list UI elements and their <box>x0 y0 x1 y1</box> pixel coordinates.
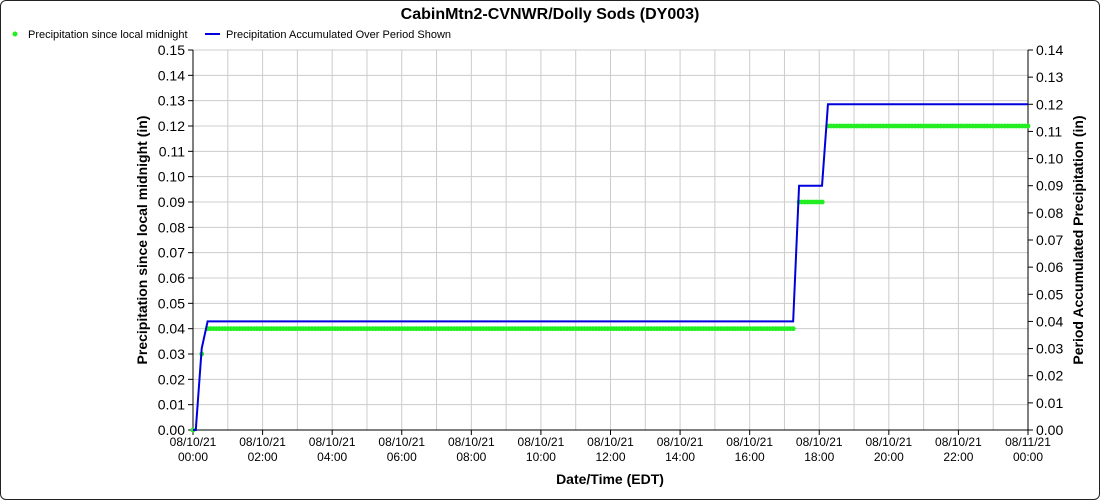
x-tick-time: 16:00 <box>735 450 765 464</box>
x-tick-date: 08/10/21 <box>726 435 773 449</box>
x-tick-date: 08/10/21 <box>796 435 843 449</box>
left-tick-label: 0.01 <box>158 397 185 413</box>
right-tick-label: 0.02 <box>1036 368 1063 384</box>
x-tick-date: 08/10/21 <box>518 435 565 449</box>
x-tick-time: 12:00 <box>595 450 625 464</box>
left-tick-label: 0.08 <box>158 219 185 235</box>
left-tick-label: 0.14 <box>158 67 185 83</box>
right-tick-label: 0.00 <box>1036 422 1063 438</box>
left-tick-label: 0.04 <box>158 321 185 337</box>
x-tick-time: 10:00 <box>526 450 556 464</box>
data-point <box>790 326 796 332</box>
x-tick-time: 00:00 <box>1013 450 1043 464</box>
right-tick-label: 0.06 <box>1036 259 1063 275</box>
x-tick-time: 08:00 <box>456 450 486 464</box>
right-tick-label: 0.05 <box>1036 286 1063 302</box>
right-tick-label: 0.14 <box>1036 42 1063 58</box>
left-tick-label: 0.13 <box>158 93 185 109</box>
right-y-axis-label: Period Accumulated Precipitation (in) <box>1070 115 1086 364</box>
right-tick-label: 0.03 <box>1036 341 1063 357</box>
x-tick-time: 06:00 <box>387 450 417 464</box>
left-tick-label: 0.11 <box>159 143 185 159</box>
left-y-axis-label: Precipitation since local midnight (in) <box>134 116 150 365</box>
right-tick-label: 0.13 <box>1036 69 1063 85</box>
x-tick-date: 08/10/21 <box>309 435 356 449</box>
data-point <box>819 199 825 205</box>
x-tick-date: 08/10/21 <box>865 435 912 449</box>
grid <box>192 49 1029 431</box>
left-y-axis-ticks: 0.00 0.01 0.02 0.03 0.04 0.05 0.06 0.07 0.08 0.09… <box>158 42 193 438</box>
right-tick-label: 0.12 <box>1036 96 1063 112</box>
left-tick-label: 0.10 <box>158 169 185 185</box>
left-tick-label: 0.02 <box>158 371 185 387</box>
left-tick-label: 0.05 <box>158 295 185 311</box>
x-tick-date: 08/10/21 <box>378 435 425 449</box>
left-tick-label: 0.15 <box>158 42 185 58</box>
right-tick-label: 0.11 <box>1036 123 1062 139</box>
right-y-axis-ticks: 0.00 0.01 0.02 0.03 0.04 0.05 0.06 0.07 0.08 0.09… <box>1028 42 1063 438</box>
right-tick-label: 0.07 <box>1036 232 1063 248</box>
x-axis-ticks: 08/10/2100:0008/10/2102:0008/10/2104:000… <box>170 430 1051 464</box>
data-point <box>1025 123 1031 129</box>
x-tick-time: 14:00 <box>665 450 695 464</box>
x-tick-time: 18:00 <box>804 450 834 464</box>
series-accumulated-precip <box>193 103 1028 431</box>
chart-title: CabinMtn2-CVNWR/Dolly Sods (DY003) <box>401 6 700 23</box>
left-tick-label: 0.07 <box>158 245 185 261</box>
x-tick-date: 08/10/21 <box>657 435 704 449</box>
right-tick-label: 0.01 <box>1036 395 1063 411</box>
legend: Precipitation since local midnight Preci… <box>12 29 451 41</box>
right-tick-label: 0.04 <box>1036 313 1063 329</box>
x-tick-date: 08/10/21 <box>935 435 982 449</box>
left-tick-label: 0.06 <box>158 270 185 286</box>
x-tick-time: 22:00 <box>943 450 973 464</box>
left-tick-label: 0.03 <box>158 346 185 362</box>
x-tick-date: 08/10/21 <box>170 435 217 449</box>
x-tick-time: 04:00 <box>317 450 347 464</box>
left-tick-label: 0.09 <box>158 194 185 210</box>
right-tick-label: 0.08 <box>1036 205 1063 221</box>
legend-marker-dots <box>12 31 18 37</box>
x-tick-date: 08/11/21 <box>1005 435 1051 449</box>
left-tick-label: 0.12 <box>158 118 185 134</box>
series-line-path <box>193 103 1028 431</box>
x-tick-time: 00:00 <box>178 450 208 464</box>
x-tick-date: 08/10/21 <box>587 435 634 449</box>
x-tick-date: 08/10/21 <box>239 435 286 449</box>
left-tick-label: 0.00 <box>158 422 185 438</box>
right-tick-label: 0.10 <box>1036 151 1063 167</box>
x-tick-date: 08/10/21 <box>448 435 495 449</box>
legend-label-accumulated: Precipitation Accumulated Over Period Sh… <box>226 29 451 41</box>
legend-label-midnight: Precipitation since local midnight <box>28 29 188 41</box>
x-axis-label: Date/Time (EDT) <box>556 471 664 487</box>
x-tick-time: 02:00 <box>248 450 278 464</box>
series-precip-since-midnight <box>190 123 1031 433</box>
right-tick-label: 0.09 <box>1036 178 1063 194</box>
x-tick-time: 20:00 <box>874 450 904 464</box>
